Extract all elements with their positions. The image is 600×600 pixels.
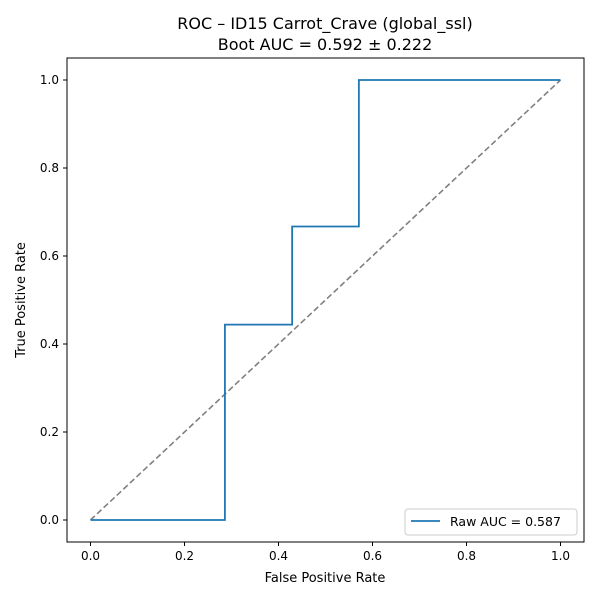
y-tick-label: 0.0: [40, 513, 59, 527]
y-tick-label: 0.4: [40, 337, 59, 351]
x-tick-label: 0.4: [269, 549, 288, 563]
plot-frame: [66, 57, 585, 543]
x-tick-label: 0.0: [81, 549, 100, 563]
y-ticks: 0.0 0.2 0.4 0.6 0.8 1.0: [40, 73, 67, 527]
roc-curve-line: [90, 79, 561, 521]
legend-box: [404, 508, 578, 536]
x-tick-label: 1.0: [551, 549, 570, 563]
series-layer: [89, 79, 562, 521]
chance-line: [89, 79, 562, 521]
x-ticks: 0.0 0.2 0.4 0.6 0.8 1.0: [81, 542, 570, 563]
y-tick-label: 0.8: [40, 161, 59, 175]
y-axis-label: True Positive Rate: [14, 242, 29, 359]
y-tick-label: 1.0: [40, 73, 59, 87]
y-tick-label: 0.2: [40, 425, 59, 439]
x-tick-label: 0.2: [175, 549, 194, 563]
x-tick-label: 0.8: [457, 549, 476, 563]
legend: Raw AUC = 0.587: [404, 508, 578, 536]
chart-subtitle: Boot AUC = 0.592 ± 0.222: [218, 35, 433, 54]
y-tick-label: 0.6: [40, 249, 59, 263]
x-axis-label: False Positive Rate: [265, 571, 386, 586]
chart-title: ROC – ID15 Carrot_Crave (global_ssl): [177, 14, 472, 34]
x-tick-label: 0.6: [363, 549, 382, 563]
legend-label-raw-auc: Raw AUC = 0.587: [450, 514, 561, 529]
